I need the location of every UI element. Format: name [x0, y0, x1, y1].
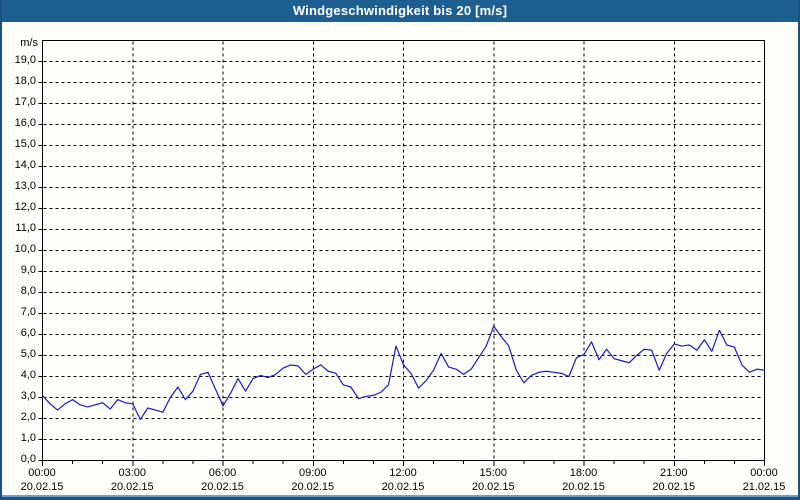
x-tick-time-label: 00:00	[750, 467, 778, 479]
y-tick-label: 4,0	[20, 369, 36, 381]
y-tick-label: 15,0	[14, 138, 36, 150]
x-tick-date-label: 20.02.15	[562, 481, 605, 493]
x-tick-time-label: 09:00	[298, 467, 327, 479]
x-tick-time-label: 18:00	[569, 467, 598, 479]
y-tick-label: 12,0	[14, 201, 36, 213]
x-tick-time-label: 21:00	[659, 467, 688, 479]
y-axis-unit-label: m/s	[20, 37, 38, 49]
x-tick-time-label: 15:00	[479, 467, 508, 479]
y-tick-label: 18,0	[14, 75, 36, 87]
plot-border	[42, 40, 765, 461]
x-tick-time-label: 12:00	[389, 467, 417, 479]
y-tick-label: 16,0	[14, 117, 36, 129]
x-tick-date-label: 20.02.15	[291, 481, 335, 493]
y-tick-label: 19,0	[14, 54, 36, 66]
y-tick-label: 7,0	[20, 306, 36, 318]
y-tick-label: 9,0	[20, 264, 36, 276]
y-tick-label: 2,0	[20, 411, 36, 423]
y-tick-label: 14,0	[14, 159, 36, 171]
x-tick-date-label: 20.02.15	[201, 481, 244, 493]
wind-speed-line	[42, 325, 765, 421]
x-tick-date-label: 20.02.15	[20, 481, 64, 493]
page-title: Windgeschwindigkeit bis 20 [m/s]	[292, 3, 508, 18]
x-tick-time-label: 00:00	[28, 467, 56, 479]
x-tick-date-label: 20.02.15	[110, 481, 154, 493]
y-tick-label: 13,0	[14, 180, 36, 192]
x-tick-date-label: 20.02.15	[471, 481, 515, 493]
y-tick-label: 1,0	[20, 432, 36, 444]
title-bar: Windgeschwindigkeit bis 20 [m/s]	[2, 0, 798, 22]
y-tick-label: 0,0	[20, 453, 36, 465]
x-tick-time-label: 03:00	[118, 467, 147, 479]
window-border-bottom-inner	[2, 495, 798, 497]
x-tick-date-label: 20.02.15	[381, 481, 425, 493]
y-tick-label: 8,0	[20, 285, 36, 297]
y-tick-label: 3,0	[20, 390, 36, 402]
y-tick-label: 6,0	[20, 327, 36, 339]
x-tick-date-label: 20.02.15	[652, 481, 696, 493]
x-tick-date-label: 21.02.15	[742, 481, 786, 493]
y-tick-label: 5,0	[20, 348, 36, 360]
plot-area	[38, 40, 765, 466]
x-tick-time-label: 06:00	[208, 467, 237, 479]
y-tick-label: 11,0	[15, 222, 36, 234]
y-tick-label: 10,0	[14, 243, 36, 255]
y-tick-label: 17,0	[14, 96, 36, 108]
